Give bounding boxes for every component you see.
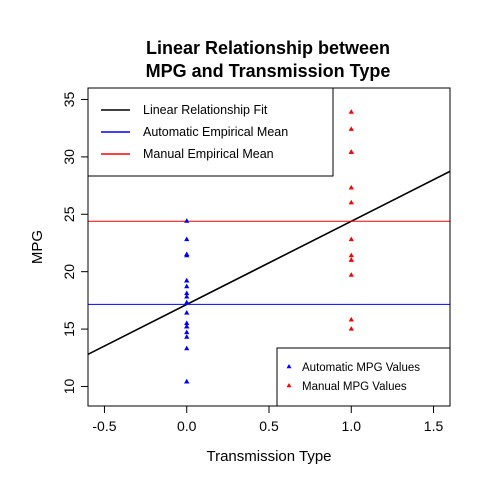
x-tick-label-1: -0.5 [92, 418, 116, 434]
point-automatic-10 [184, 299, 190, 305]
plot-lines [88, 170, 450, 356]
point-automatic-6 [184, 236, 190, 242]
point-manual-13 [348, 252, 354, 258]
point-manual-8 [348, 199, 354, 205]
y-tick-label-5: 30 [61, 149, 77, 165]
x-tick-label-5: 1.5 [424, 418, 444, 434]
y-tick-label-6: 35 [61, 91, 77, 107]
point-manual-6 [348, 109, 354, 114]
point-automatic-2 [184, 283, 190, 289]
y-tick-label-4: 25 [61, 206, 77, 222]
point-manual-4 [348, 126, 354, 131]
chart-title-line-2: MPG and Transmission Type [146, 61, 391, 81]
y-axis: 10 15 20 25 30 35 [61, 91, 89, 394]
y-tick-label-3: 20 [61, 264, 77, 280]
point-automatic-16 [184, 320, 190, 325]
point-automatic-3 [184, 290, 190, 296]
point-manual-10 [348, 316, 354, 322]
point-automatic-18 [184, 345, 190, 351]
point-manual-7 [348, 184, 354, 190]
point-automatic-13 [184, 378, 190, 384]
legend-label-fit: Linear Relationship Fit [143, 103, 268, 117]
y-tick-label-1: 10 [61, 378, 77, 394]
point-manual-2 [348, 257, 354, 262]
legend-swatch-automatic-values [286, 364, 292, 369]
point-automatic-9 [184, 310, 190, 315]
legend-points-box [276, 347, 451, 407]
point-manual-12 [348, 326, 354, 331]
plot-points [184, 109, 354, 384]
point-automatic-19 [184, 277, 190, 283]
point-automatic-5 [184, 218, 190, 223]
x-axis-label: Transmission Type [206, 448, 331, 465]
x-axis: -0.5 0.0 0.5 1.0 1.5 [92, 405, 444, 434]
legend-points: Automatic MPG Values Manual MPG Values [276, 347, 451, 407]
y-tick-label-2: 15 [61, 321, 77, 337]
x-tick-label-4: 1.0 [342, 418, 362, 434]
point-automatic-15 [184, 251, 190, 257]
point-automatic-17 [184, 323, 190, 329]
legend-label-manual-values: Manual MPG Values [302, 381, 407, 393]
point-manual-9 [348, 149, 354, 154]
y-axis-label: MPG [29, 230, 46, 264]
line-linear-relationship-fit [88, 170, 450, 356]
point-automatic-8 [184, 293, 190, 299]
point-manual-11 [348, 272, 354, 277]
chart-title-line-1: Linear Relationship between [146, 38, 390, 58]
x-tick-label-3: 0.5 [259, 418, 279, 434]
legend-label-automatic-values: Automatic MPG Values [302, 362, 420, 374]
legend-label-automatic-mean: Automatic Empirical Mean [143, 125, 288, 139]
legend-lines: Linear Relationship Fit Automatic Empiri… [87, 87, 334, 177]
point-manual-3 [348, 236, 354, 242]
legend-label-manual-mean: Manual Empirical Mean [143, 147, 274, 161]
legend-swatch-manual-values [286, 383, 292, 388]
point-automatic-14 [184, 329, 190, 335]
point-automatic-4 [184, 334, 190, 339]
x-tick-label-2: 0.0 [177, 418, 197, 434]
